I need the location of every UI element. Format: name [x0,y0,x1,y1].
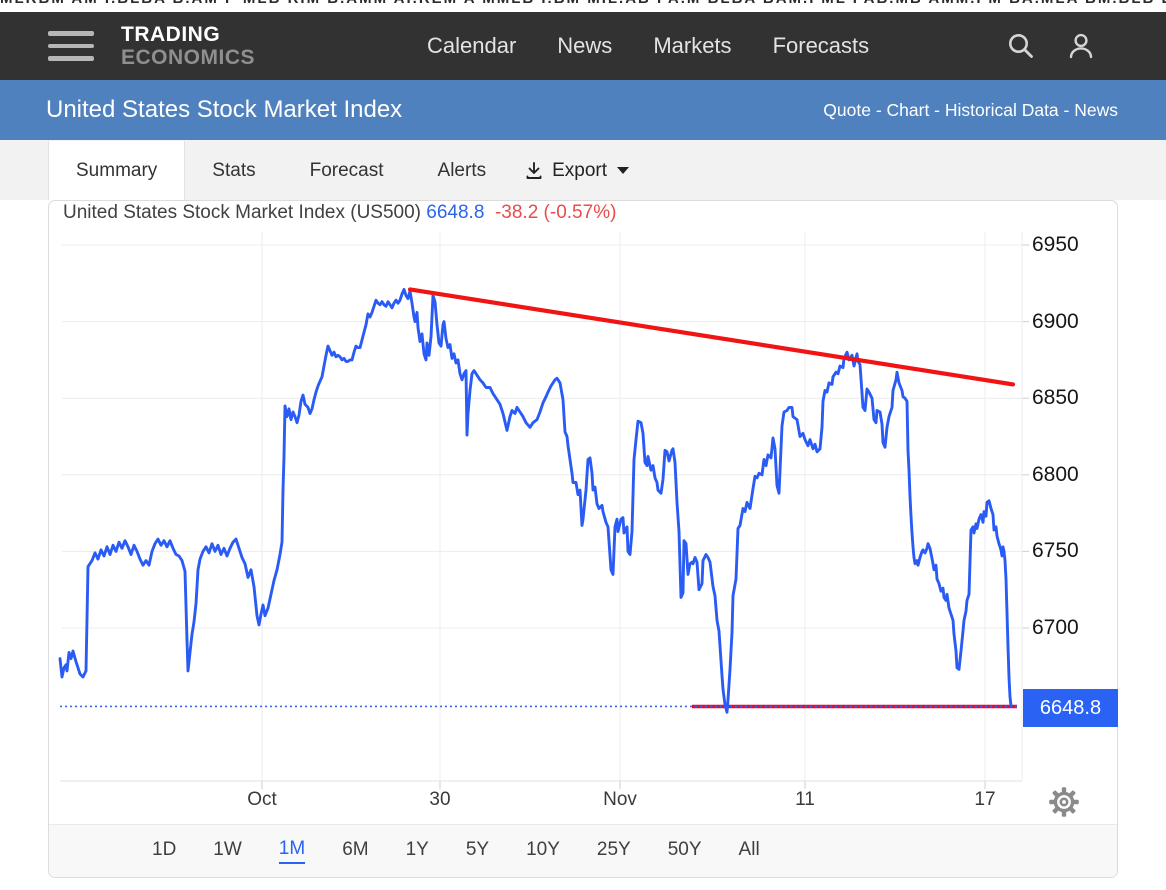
header-bar: United States Stock Market Index Quote -… [0,80,1166,140]
header-link-historical-data[interactable]: Historical Data [945,100,1059,120]
instrument-name: United States Stock Market Index (US500) [63,202,421,223]
logo-line-2: ECONOMICS [121,47,255,68]
logo-line-1: TRADING [121,24,255,45]
nav-links: Calendar News Markets Forecasts [427,33,869,59]
range-25y[interactable]: 25Y [597,839,631,863]
nav-icons [1006,31,1166,61]
current-price: 6648.8 [426,202,484,223]
hamburger-menu-icon[interactable] [48,31,95,61]
nav-link-forecasts[interactable]: Forecasts [773,33,870,59]
time-range-toolbar: 1D 1W 1M 6M 1Y 5Y 10Y 25Y 50Y All [49,824,1117,877]
chevron-down-icon [617,167,629,174]
tab-stats[interactable]: Stats [185,141,282,200]
header-link-quote[interactable]: Quote [823,100,871,120]
x-axis-label: 17 [945,789,1025,811]
trendline [410,289,1013,384]
y-axis-label: 6750 [1032,539,1079,563]
range-1y[interactable]: 1Y [406,839,429,863]
x-axis-label: Nov [580,789,660,811]
range-6m[interactable]: 6M [342,839,368,863]
x-axis-label: Oct [222,789,302,811]
range-1d[interactable]: 1D [152,839,176,863]
y-axis-label: 6700 [1032,616,1079,640]
range-all[interactable]: All [739,839,760,863]
download-icon [523,160,545,182]
top-ticker-fragment: MLRBM AM I.BLBA B.AM P MLB RIM B.AMM AI.… [0,0,1166,7]
price-change: -38.2 (-0.57%) [495,202,616,223]
y-axis-label: 6900 [1032,310,1079,334]
header-link-chart[interactable]: Chart [887,100,930,120]
range-10y[interactable]: 10Y [526,839,560,863]
top-ticker-strip: MLRBM AM I.BLBA B.AM P MLB RIM B.AMM AI.… [0,0,1166,12]
chart-settings-gear-icon[interactable] [1048,786,1080,818]
range-50y[interactable]: 50Y [668,839,702,863]
logo[interactable]: TRADING ECONOMICS [121,24,255,68]
header-link-news[interactable]: News [1074,100,1118,120]
nav-link-markets[interactable]: Markets [653,33,731,59]
y-axis-label: 6850 [1032,386,1079,410]
chart-title: United States Stock Market Index (US500)… [63,202,616,224]
price-line-series [60,289,1011,712]
last-price-badge: 6648.8 [1023,689,1118,727]
tab-forecast[interactable]: Forecast [283,141,411,200]
tab-alerts[interactable]: Alerts [411,141,514,200]
tab-summary[interactable]: Summary [48,141,185,200]
range-1m[interactable]: 1M [279,838,305,864]
header-links: Quote - Chart - Historical Data - News [823,100,1118,121]
page: MLRBM AM I.BLBA B.AM P MLB RIM B.AMM AI.… [0,0,1166,890]
x-axis-label: 30 [400,789,480,811]
header-link-separator: - [871,100,887,120]
tabs: Summary Stats Forecast Alerts Export [48,141,639,200]
navbar: TRADING ECONOMICS Calendar News Markets … [0,12,1166,80]
range-1w[interactable]: 1W [213,839,242,863]
header-link-separator: - [1059,100,1075,120]
y-axis-label: 6800 [1032,463,1079,487]
user-profile-icon[interactable] [1066,31,1096,61]
y-axis-label: 6950 [1032,233,1079,257]
header-link-separator: - [929,100,945,120]
export-label: Export [552,160,607,182]
range-5y[interactable]: 5Y [466,839,489,863]
x-axis-label: 11 [765,789,845,811]
nav-link-calendar[interactable]: Calendar [427,33,516,59]
search-icon[interactable] [1006,31,1036,61]
price-chart-svg[interactable] [48,200,1118,824]
nav-link-news[interactable]: News [557,33,612,59]
export-button[interactable]: Export [513,141,639,200]
page-title: United States Stock Market Index [46,96,402,124]
